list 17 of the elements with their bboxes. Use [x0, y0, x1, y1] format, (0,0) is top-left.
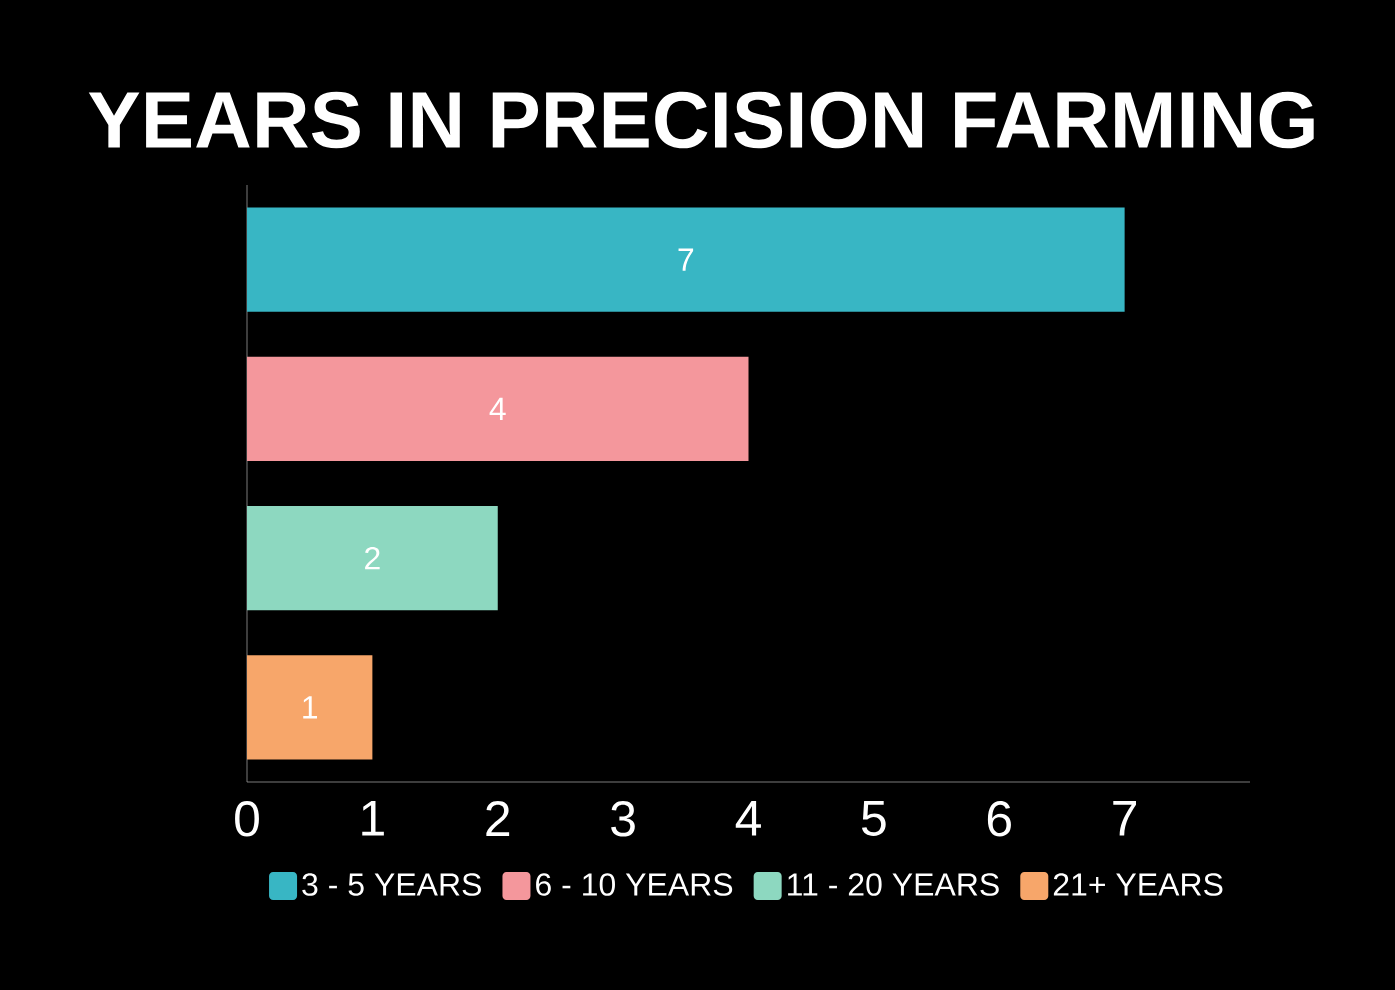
x-tick-label: 0 — [235, 801, 259, 837]
data-label: 1 — [303, 696, 318, 719]
legend-label: 21+ YEARS — [1053, 873, 1223, 896]
data-label: 4 — [489, 397, 506, 420]
x-tick-label: 1 — [362, 801, 384, 836]
x-tick-label: 7 — [1113, 801, 1136, 836]
x-tick-label: 2 — [486, 801, 510, 836]
data-label: 2 — [365, 546, 380, 570]
data-label: 7 — [678, 248, 694, 271]
x-tick-label: 4 — [735, 801, 761, 836]
legend-label: 6 - 10 YEARS — [536, 873, 733, 896]
legend-label: 3 - 5 YEARS — [302, 873, 481, 896]
chart-title: YEARS IN PRECISION FARMING — [88, 91, 1314, 149]
x-tick-label: 6 — [987, 801, 1011, 837]
legend-label: 11 - 20 YEARS — [788, 873, 999, 896]
x-tick-label: 3 — [611, 801, 635, 837]
x-tick-label: 5 — [861, 801, 886, 836]
